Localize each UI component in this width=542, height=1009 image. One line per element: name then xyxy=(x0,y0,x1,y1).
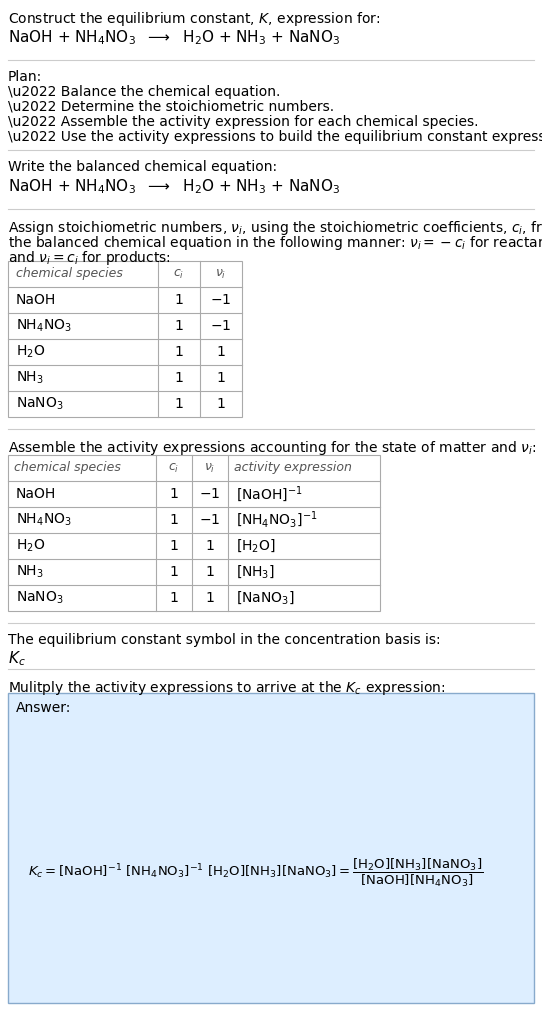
Text: Assign stoichiometric numbers, $\nu_i$, using the stoichiometric coefficients, $: Assign stoichiometric numbers, $\nu_i$, … xyxy=(8,219,542,237)
Text: the balanced chemical equation in the following manner: $\nu_i = -c_i$ for react: the balanced chemical equation in the fo… xyxy=(8,234,542,252)
Text: [H$_2$O]: [H$_2$O] xyxy=(236,538,275,554)
Bar xyxy=(8,455,380,611)
Bar xyxy=(8,261,242,417)
Text: Answer:: Answer: xyxy=(16,701,72,715)
Text: NaNO$_3$: NaNO$_3$ xyxy=(16,396,64,413)
Text: Plan:: Plan: xyxy=(8,70,42,84)
Text: 1: 1 xyxy=(175,319,183,333)
Text: activity expression: activity expression xyxy=(234,461,352,474)
Text: NaOH: NaOH xyxy=(16,293,56,307)
Text: Mulitply the activity expressions to arrive at the $K_c$ expression:: Mulitply the activity expressions to arr… xyxy=(8,679,446,697)
Text: 1: 1 xyxy=(175,345,183,359)
Text: $\nu_i$: $\nu_i$ xyxy=(215,267,227,281)
Text: NaOH + NH$_4$NO$_3$  $\longrightarrow$  H$_2$O + NH$_3$ + NaNO$_3$: NaOH + NH$_4$NO$_3$ $\longrightarrow$ H$… xyxy=(8,177,340,196)
Text: NaOH: NaOH xyxy=(16,487,56,501)
Text: NH$_4$NO$_3$: NH$_4$NO$_3$ xyxy=(16,318,72,334)
Text: NH$_3$: NH$_3$ xyxy=(16,564,44,580)
Text: 1: 1 xyxy=(205,591,215,605)
Text: $c_i$: $c_i$ xyxy=(169,461,179,474)
Bar xyxy=(8,693,534,1003)
Text: NaNO$_3$: NaNO$_3$ xyxy=(16,590,64,606)
Text: NH$_4$NO$_3$: NH$_4$NO$_3$ xyxy=(16,512,72,528)
Text: \u2022 Use the activity expressions to build the equilibrium constant expression: \u2022 Use the activity expressions to b… xyxy=(8,130,542,144)
Text: $-$1: $-$1 xyxy=(199,487,221,501)
Text: $K_c = \mathrm{[NaOH]^{-1}\ [NH_4NO_3]^{-1}\ [H_2O][NH_3][NaNO_3]}$$ = \dfrac{\m: $K_c = \mathrm{[NaOH]^{-1}\ [NH_4NO_3]^{… xyxy=(28,857,483,889)
Text: chemical species: chemical species xyxy=(14,461,121,474)
Text: 1: 1 xyxy=(170,539,178,553)
Text: 1: 1 xyxy=(175,293,183,307)
Text: Construct the equilibrium constant, $K$, expression for:: Construct the equilibrium constant, $K$,… xyxy=(8,10,380,28)
Text: 1: 1 xyxy=(175,371,183,385)
Text: H$_2$O: H$_2$O xyxy=(16,344,46,360)
Text: 1: 1 xyxy=(205,565,215,579)
Text: 1: 1 xyxy=(217,345,225,359)
Text: 1: 1 xyxy=(170,565,178,579)
Text: NaOH + NH$_4$NO$_3$  $\longrightarrow$  H$_2$O + NH$_3$ + NaNO$_3$: NaOH + NH$_4$NO$_3$ $\longrightarrow$ H$… xyxy=(8,28,340,46)
Text: $-$1: $-$1 xyxy=(210,319,231,333)
Text: The equilibrium constant symbol in the concentration basis is:: The equilibrium constant symbol in the c… xyxy=(8,633,441,647)
Text: 1: 1 xyxy=(205,539,215,553)
Text: [NH$_4$NO$_3$]$^{-1}$: [NH$_4$NO$_3$]$^{-1}$ xyxy=(236,510,318,530)
Text: 1: 1 xyxy=(217,397,225,411)
Text: [NaOH]$^{-1}$: [NaOH]$^{-1}$ xyxy=(236,484,302,503)
Text: chemical species: chemical species xyxy=(16,267,123,281)
Text: \u2022 Balance the chemical equation.: \u2022 Balance the chemical equation. xyxy=(8,85,280,99)
Text: H$_2$O: H$_2$O xyxy=(16,538,46,554)
Text: $-$1: $-$1 xyxy=(210,293,231,307)
Text: 1: 1 xyxy=(217,371,225,385)
Text: $c_i$: $c_i$ xyxy=(173,267,185,281)
Text: and $\nu_i = c_i$ for products:: and $\nu_i = c_i$ for products: xyxy=(8,249,171,267)
Text: 1: 1 xyxy=(170,513,178,527)
Text: $-$1: $-$1 xyxy=(199,513,221,527)
Text: 1: 1 xyxy=(170,591,178,605)
Text: 1: 1 xyxy=(170,487,178,501)
Text: $\nu_i$: $\nu_i$ xyxy=(204,461,216,474)
Text: \u2022 Determine the stoichiometric numbers.: \u2022 Determine the stoichiometric numb… xyxy=(8,100,334,114)
Text: \u2022 Assemble the activity expression for each chemical species.: \u2022 Assemble the activity expression … xyxy=(8,115,479,129)
Text: 1: 1 xyxy=(175,397,183,411)
Text: NH$_3$: NH$_3$ xyxy=(16,370,44,386)
Text: [NaNO$_3$]: [NaNO$_3$] xyxy=(236,589,295,606)
Text: [NH$_3$]: [NH$_3$] xyxy=(236,564,275,580)
Text: Assemble the activity expressions accounting for the state of matter and $\nu_i$: Assemble the activity expressions accoun… xyxy=(8,439,537,457)
Text: Write the balanced chemical equation:: Write the balanced chemical equation: xyxy=(8,160,277,174)
Text: $K_c$: $K_c$ xyxy=(8,649,25,668)
